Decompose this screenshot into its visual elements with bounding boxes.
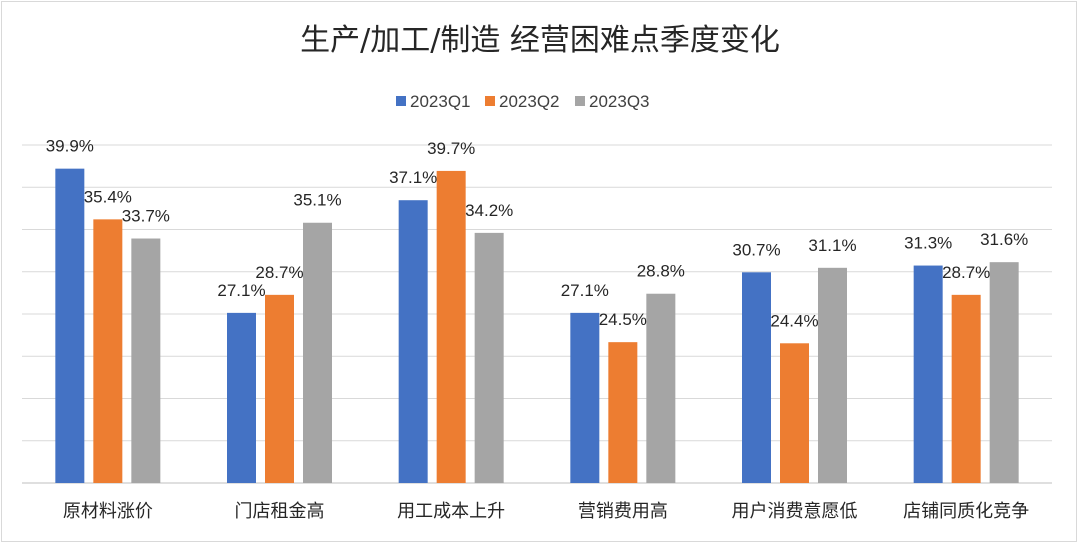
bar <box>131 238 161 483</box>
legend-entry: 2023Q1 <box>410 92 471 111</box>
data-label: 39.7% <box>427 139 475 158</box>
data-label: 27.1% <box>217 281 265 300</box>
bar <box>780 343 809 483</box>
category-label: 店铺同质化竞争 <box>903 501 1029 522</box>
legend: 2023Q1 2023Q2 2023Q3 <box>396 92 650 111</box>
data-label: 35.1% <box>293 191 341 210</box>
bar <box>913 265 943 483</box>
bar <box>303 222 332 484</box>
data-label: 31.6% <box>980 230 1028 249</box>
bar <box>951 294 981 483</box>
bar <box>265 294 294 483</box>
data-label: 24.4% <box>770 311 818 330</box>
bars <box>55 168 1019 484</box>
bar <box>818 267 847 483</box>
data-label: 28.8% <box>637 262 685 281</box>
bar <box>55 168 85 483</box>
legend-entry: 2023Q2 <box>499 92 560 111</box>
bar <box>93 219 123 484</box>
legend-swatch <box>575 96 585 106</box>
bar <box>398 200 428 483</box>
category-labels: 原材料涨价 门店租金高 用工成本上升 营销费用高 用户消费意愿低 店铺同质化竞争 <box>63 501 1029 522</box>
data-label: 24.5% <box>599 310 647 329</box>
legend-swatch <box>396 96 406 106</box>
bar <box>646 293 676 483</box>
chart-title: 生产/加工/制造 经营困难点季度变化 <box>300 23 780 58</box>
category-label: 原材料涨价 <box>63 501 153 522</box>
category-label: 用户消费意愿低 <box>732 501 858 522</box>
category-label: 营销费用高 <box>578 501 668 522</box>
data-label: 27.1% <box>561 281 609 300</box>
data-label: 28.7% <box>255 263 303 282</box>
category-label: 用工成本上升 <box>397 501 505 522</box>
bar <box>474 232 504 483</box>
legend-swatch <box>485 96 495 106</box>
data-label: 39.9% <box>46 137 94 156</box>
bar <box>989 262 1019 483</box>
value-labels: 39.9%35.4%33.7%27.1%28.7%35.1%37.1%39.7%… <box>46 137 1029 331</box>
legend-entry: 2023Q3 <box>589 92 650 111</box>
data-label: 37.1% <box>389 168 437 187</box>
category-label: 门店租金高 <box>235 501 325 522</box>
data-label: 34.2% <box>465 201 513 220</box>
gridlines <box>22 144 1052 484</box>
data-label: 33.7% <box>122 207 170 226</box>
data-label: 28.7% <box>942 263 990 282</box>
bar <box>570 312 600 483</box>
data-label: 31.1% <box>808 236 856 255</box>
data-label: 30.7% <box>732 240 780 259</box>
data-label: 31.3% <box>904 234 952 253</box>
bar <box>742 272 771 483</box>
bar <box>227 312 256 483</box>
bar <box>436 170 466 483</box>
bar <box>608 342 638 483</box>
data-label: 35.4% <box>84 187 132 206</box>
